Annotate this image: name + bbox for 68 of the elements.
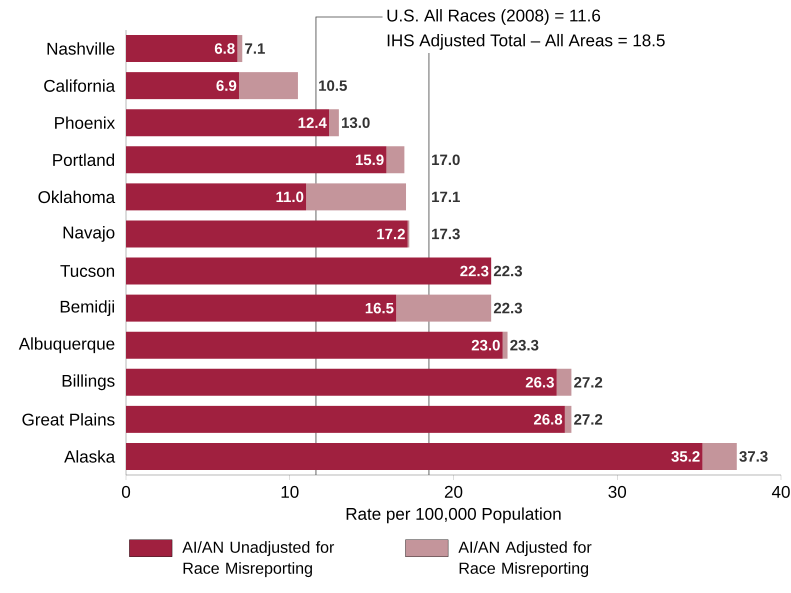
x-tick-label: 0 [122,486,130,498]
total-label: 17.3 [432,228,460,240]
data-label: 16.5 [366,302,394,314]
total-label: 27.2 [574,414,602,425]
data-label: 6.8 [214,43,235,54]
y-tick-label: Tucson [60,265,114,277]
bar [556,368,572,396]
total-label: 37.3 [739,451,768,462]
bar [126,146,386,174]
bar [126,72,239,100]
y-tick-label: Alaska [64,450,116,463]
y-tick-label: Navajo [64,226,114,242]
bar [126,294,396,322]
total-label: 27.2 [574,377,602,388]
legend-label: AI/AN Adjusted for Race Misreporting [458,541,592,578]
bar [126,109,330,136]
total-label: 7.1 [245,43,265,54]
bar [126,220,408,248]
bar [126,368,557,396]
data-label: 15.9 [356,154,384,166]
y-tick-label: Albuquerque [18,337,114,354]
data-label: 11.0 [276,192,304,202]
x-tick-label: 10 [282,486,299,498]
total-label: 22.3 [494,302,522,314]
data-label: 17.2 [377,228,405,240]
total-label: 23.3 [510,340,538,351]
x-tick-label: 20 [444,486,462,498]
bar [306,183,406,210]
x-tick-label: 30 [608,486,626,498]
total-label: 22.3 [494,266,522,276]
total-label: 17.1 [432,192,460,202]
y-tick-label: Billings [62,374,115,390]
total-label: 10.5 [319,80,347,91]
bar [702,442,737,470]
data-label: 26.8 [534,414,562,425]
x-axis-title: Rate per 100,000 Population [346,507,561,524]
total-label: 17.0 [432,154,460,166]
bar [386,146,404,174]
bar [329,109,339,136]
bar [126,406,565,433]
bar [237,35,242,62]
y-tick-label: Nashville [48,42,114,55]
y-tick-label: Oklahoma [38,190,116,204]
x-tick-label: 40 [772,486,790,498]
bar [238,72,298,100]
y-tick-label: Great Plains [22,413,115,426]
total-label: 13.0 [342,117,370,128]
y-tick-label: Phoenix [55,116,115,129]
data-label: 26.3 [526,376,554,388]
data-label: 22.3 [460,266,488,276]
ref-line-label: U.S. All Races (2008) = 11.6 [388,9,600,25]
bar [502,332,508,359]
bar [126,332,503,359]
data-label: 12.4 [298,117,327,128]
y-tick-label: Bemidji [60,300,114,316]
data-label: 6.9 [216,80,236,91]
y-tick-label: Portland [53,154,114,166]
y-tick-label: California [44,79,116,92]
bar [396,294,492,322]
data-label: 23.0 [472,340,500,351]
bar [126,35,238,62]
legend-label: AI/AN Unadjusted for Race Misreporting [182,541,334,578]
ref-line-label: IHS Adjusted Total – All Areas = 18.5 [388,34,665,50]
bar [126,258,492,285]
bar [126,183,306,210]
data-label: 35.2 [671,451,700,462]
bar [564,406,572,433]
bar [126,442,702,470]
